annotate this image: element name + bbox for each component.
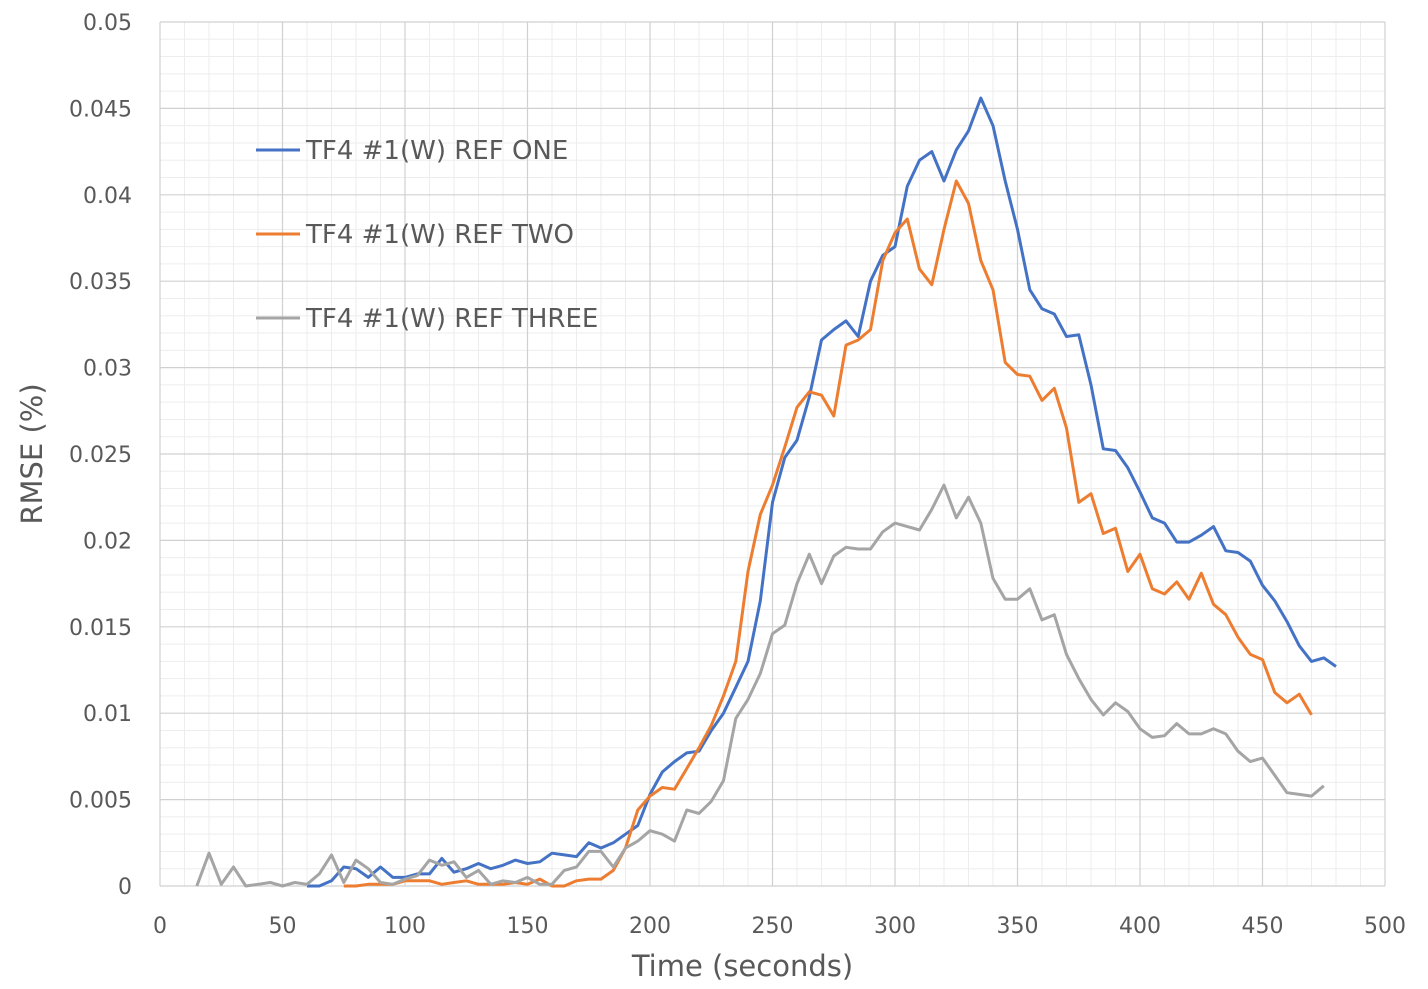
y-tick-label: 0 xyxy=(118,875,132,900)
y-tick-label: 0.02 xyxy=(83,529,132,554)
y-tick-label: 0.04 xyxy=(83,184,132,209)
x-axis-title: Time (seconds) xyxy=(631,949,853,983)
legend: TF4 #1(W) REF ONE TF4 #1(W) REF TWO TF4 #1… xyxy=(256,136,598,334)
x-tick-label: 100 xyxy=(384,914,426,939)
x-tick-label: 50 xyxy=(269,914,297,939)
x-tick-label: 400 xyxy=(1119,914,1161,939)
x-tick-label: 300 xyxy=(874,914,916,939)
legend-label: TF4 #1(W) REF ONE xyxy=(305,136,568,166)
x-tick-label: 200 xyxy=(629,914,671,939)
series-layer xyxy=(195,96,1337,888)
x-axis-tick-labels: 0 50 100 150 200 250 300 350 400 450 500 xyxy=(153,914,1406,939)
legend-label: TF4 #1(W) REF TWO xyxy=(305,220,574,250)
legend-label: TF4 #1(W) REF THREE xyxy=(305,304,598,334)
y-tick-label: 0.03 xyxy=(83,357,132,382)
y-axis-tick-labels: 0 0.005 0.01 0.015 0.02 0.025 0.03 0.035 0.04 0.0… xyxy=(69,11,132,900)
y-tick-label: 0.045 xyxy=(69,97,132,122)
y-tick-label: 0.005 xyxy=(69,789,132,814)
y-tick-label: 0.01 xyxy=(83,702,132,727)
series-line-2 xyxy=(343,179,1313,888)
x-tick-label: 0 xyxy=(153,914,167,939)
x-tick-label: 350 xyxy=(997,914,1039,939)
y-tick-label: 0.025 xyxy=(69,443,132,468)
series-line-3 xyxy=(195,483,1325,888)
major-gridlines xyxy=(159,21,1386,887)
y-tick-label: 0.05 xyxy=(83,11,132,36)
series-line-1 xyxy=(307,96,1337,888)
y-tick-label: 0.015 xyxy=(69,616,132,641)
x-tick-label: 250 xyxy=(752,914,794,939)
x-tick-label: 500 xyxy=(1364,914,1406,939)
y-tick-label: 0.035 xyxy=(69,270,132,295)
x-tick-label: 450 xyxy=(1242,914,1284,939)
x-tick-label: 150 xyxy=(507,914,549,939)
y-axis-title: RMSE (%) xyxy=(15,383,49,524)
